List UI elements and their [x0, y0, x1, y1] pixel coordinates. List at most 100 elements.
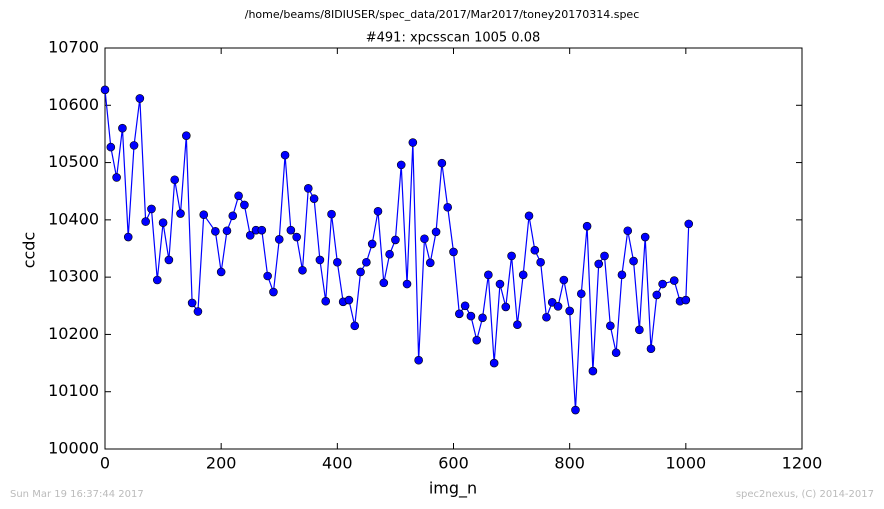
- data-point: [292, 232, 301, 242]
- data-point: [367, 239, 377, 249]
- y-tick-label: 10000: [48, 439, 99, 458]
- data-point: [640, 232, 650, 242]
- data-point: [100, 85, 110, 95]
- y-tick-label: 10700: [48, 38, 99, 57]
- data-point: [629, 256, 638, 266]
- data-point: [582, 221, 592, 231]
- data-point: [228, 211, 238, 221]
- data-point: [669, 276, 679, 285]
- data-point: [396, 160, 406, 170]
- data-point: [617, 270, 627, 280]
- data-point: [495, 279, 505, 289]
- suptitle: /home/beams/8IDIUSER/spec_data/2017/Mar2…: [245, 8, 640, 21]
- data-point: [344, 295, 354, 305]
- data-point: [350, 321, 360, 331]
- data-point: [472, 335, 482, 345]
- x-tick-label: 1200: [782, 454, 823, 473]
- data-point: [321, 296, 331, 306]
- data-point: [507, 251, 516, 261]
- data-point: [414, 355, 423, 365]
- data-point: [274, 235, 284, 244]
- data-point: [298, 265, 307, 275]
- data-point: [576, 289, 586, 299]
- y-tick-label: 10400: [48, 209, 99, 228]
- data-point: [652, 290, 662, 300]
- y-tick-label: 10600: [48, 95, 99, 114]
- data-point: [385, 249, 394, 259]
- data-point: [309, 194, 319, 203]
- data-point: [449, 247, 458, 257]
- data-point: [408, 138, 418, 147]
- data-point: [391, 235, 400, 245]
- data-point: [658, 279, 667, 289]
- data-point: [635, 325, 644, 335]
- data-point: [257, 225, 267, 235]
- data-point: [536, 257, 545, 267]
- data-point: [588, 366, 598, 376]
- data-point: [443, 202, 452, 212]
- data-point: [455, 309, 464, 319]
- data-point: [425, 258, 435, 268]
- data-point: [431, 227, 441, 237]
- y-tick-label: 10200: [48, 324, 99, 343]
- data-point: [402, 279, 412, 289]
- data-point: [460, 301, 470, 311]
- data-point: [684, 219, 694, 229]
- data-point: [611, 348, 621, 358]
- data-point: [333, 257, 342, 267]
- data-point: [646, 344, 656, 354]
- data-point: [530, 245, 540, 255]
- data-point: [263, 271, 272, 281]
- x-tick-label: 600: [438, 454, 469, 473]
- data-point: [147, 204, 156, 214]
- data-point: [152, 275, 162, 285]
- y-tick-label: 10100: [48, 381, 99, 400]
- data-point: [547, 298, 557, 307]
- data-point: [170, 175, 179, 185]
- data-line: [104, 89, 690, 411]
- data-point: [373, 206, 383, 216]
- y-axis-label: ccdc: [20, 232, 39, 269]
- data-point: [118, 123, 127, 133]
- data-point: [362, 257, 371, 267]
- data-point: [553, 302, 563, 311]
- data-point: [112, 173, 121, 182]
- data-point: [315, 255, 325, 265]
- data-point: [141, 217, 150, 226]
- data-point: [164, 255, 174, 265]
- data-point: [245, 231, 255, 240]
- data-point: [269, 287, 278, 297]
- y-tick-label: 10500: [48, 152, 99, 171]
- data-point: [106, 142, 116, 152]
- data-point: [489, 358, 499, 368]
- data-point: [123, 232, 133, 242]
- data-point: [524, 211, 534, 221]
- data-point: [193, 307, 203, 316]
- data-point: [571, 405, 580, 415]
- x-tick-label: 800: [554, 454, 585, 473]
- data-point: [484, 270, 493, 280]
- data-point: [129, 141, 139, 150]
- data-point: [135, 94, 145, 103]
- data-point: [211, 227, 220, 236]
- data-point: [286, 225, 296, 235]
- chart-title: #491: xpcsscan 1005 0.08: [366, 31, 541, 46]
- x-tick-label: 400: [322, 454, 353, 473]
- data-point: [623, 226, 633, 236]
- y-tick-label: 10300: [48, 267, 99, 286]
- data-point: [513, 320, 522, 329]
- data-point: [518, 270, 528, 280]
- data-point: [542, 312, 551, 322]
- data-point: [216, 267, 226, 277]
- data-point: [559, 275, 569, 285]
- data-point: [466, 311, 476, 321]
- data-point: [240, 200, 249, 210]
- data-point: [437, 158, 447, 168]
- data-point: [234, 191, 243, 201]
- data-point: [303, 184, 313, 193]
- data-point: [158, 218, 168, 228]
- data-point: [606, 321, 615, 331]
- data-point: [356, 267, 365, 277]
